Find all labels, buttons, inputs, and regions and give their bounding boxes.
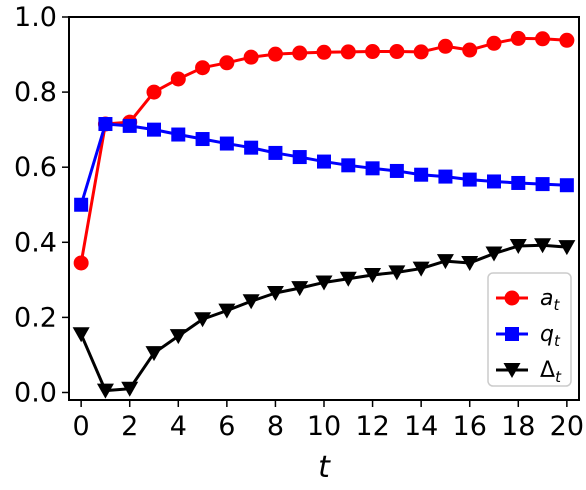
- series-2-point: [389, 163, 404, 178]
- series-2-point: [74, 197, 89, 212]
- series-1-point: [243, 49, 259, 65]
- ticks-layer: 0 2 4 6 8 10 12 14 16 18 20 0.0 0.2 0.4 0.6 0.8 1.0: [14, 2, 584, 442]
- y-tick-label: 1.0: [14, 2, 57, 33]
- x-tick-label: 2: [121, 411, 138, 442]
- series-1-point: [292, 45, 308, 61]
- series-1-point: [219, 55, 235, 71]
- series-3-point: [96, 383, 114, 399]
- x-axis-label: t: [318, 450, 331, 485]
- series-1-line: [79, 36, 567, 264]
- series-3-point: [461, 255, 479, 271]
- series-2-point: [147, 122, 161, 137]
- series-3-point: [72, 327, 90, 343]
- series-2-point: [511, 175, 526, 190]
- series-2-point: [122, 118, 137, 133]
- series-3-point: [121, 381, 139, 397]
- series-3-point: [194, 312, 212, 328]
- series-1-point: [559, 32, 575, 48]
- series-3-point: [558, 240, 576, 256]
- series-3-point: [436, 254, 454, 270]
- series-2-point: [292, 150, 307, 165]
- legend-label-1: at: [540, 286, 560, 314]
- x-tick-label: 18: [501, 411, 535, 442]
- series-1-point: [486, 35, 502, 51]
- series-3-point: [485, 246, 503, 262]
- series-1-point: [389, 44, 405, 60]
- x-tick-label: 8: [267, 411, 284, 442]
- series-2-point: [268, 145, 283, 160]
- x-tick-label: 14: [404, 411, 438, 442]
- series-1: [73, 30, 575, 271]
- x-tick-label: 6: [218, 411, 235, 442]
- series-1-point: [462, 42, 478, 58]
- series-2-point: [535, 177, 550, 192]
- series-1-point: [365, 44, 381, 60]
- series-3-point: [534, 238, 552, 254]
- series-1-point: [73, 255, 89, 271]
- series-3-point: [509, 239, 527, 255]
- series-3: [72, 238, 576, 399]
- series-1-point: [316, 44, 332, 60]
- series-1-point: [535, 31, 551, 47]
- x-tick-label: 0: [73, 411, 90, 442]
- series-1-point: [437, 38, 453, 54]
- series-2-point: [559, 178, 574, 193]
- series-3-point: [169, 329, 187, 345]
- legend-label-3: Δt: [540, 358, 562, 386]
- series-3-point: [291, 281, 309, 297]
- series-1-point: [340, 44, 356, 60]
- series-2-point: [171, 127, 186, 142]
- x-tick-label: 20: [550, 411, 584, 442]
- y-tick-label: 0.0: [14, 377, 57, 408]
- y-tick-label: 0.6: [14, 152, 57, 183]
- series-2-point: [341, 158, 356, 173]
- series-1-point: [267, 46, 283, 62]
- series-1-point: [413, 44, 429, 60]
- series-2-point: [487, 174, 501, 189]
- series-2: [74, 117, 574, 212]
- series-1-point: [510, 30, 526, 46]
- series-3-point: [339, 271, 357, 287]
- legend-label-2: qt: [540, 322, 561, 350]
- series-2-point: [438, 169, 453, 184]
- series-3-point: [242, 294, 260, 310]
- y-tick-label: 0.4: [14, 227, 57, 258]
- series-2-point: [462, 172, 477, 187]
- x-tick-label: 4: [170, 411, 187, 442]
- x-tick-label: 12: [355, 411, 389, 442]
- series-3-point: [412, 261, 430, 277]
- series-1-point: [195, 60, 211, 76]
- series-layer: [72, 30, 576, 399]
- y-tick-label: 0.2: [14, 302, 57, 333]
- series-2-point: [195, 132, 210, 147]
- series-2-point: [244, 140, 259, 155]
- series-2-point: [98, 117, 113, 132]
- series-2-point: [365, 161, 380, 176]
- legend-marker-3: [503, 363, 521, 378]
- series-3-point: [145, 346, 163, 362]
- series-3-point: [364, 267, 382, 283]
- series-3-point: [218, 303, 236, 319]
- series-3-point: [315, 275, 333, 291]
- series-1-point: [170, 71, 186, 87]
- series-2-point: [317, 154, 331, 169]
- legend-marker-2: [505, 327, 519, 341]
- series-2-point: [414, 167, 429, 182]
- series-3-point: [388, 265, 406, 281]
- x-tick-label: 10: [307, 411, 341, 442]
- series-1-point: [146, 84, 162, 100]
- y-tick-label: 0.8: [14, 77, 57, 108]
- series-3-point: [266, 285, 284, 301]
- legend-marker-1: [504, 290, 520, 306]
- series-2-point: [219, 136, 234, 151]
- legend: at qt Δt: [487, 272, 572, 387]
- x-tick-label: 16: [453, 411, 487, 442]
